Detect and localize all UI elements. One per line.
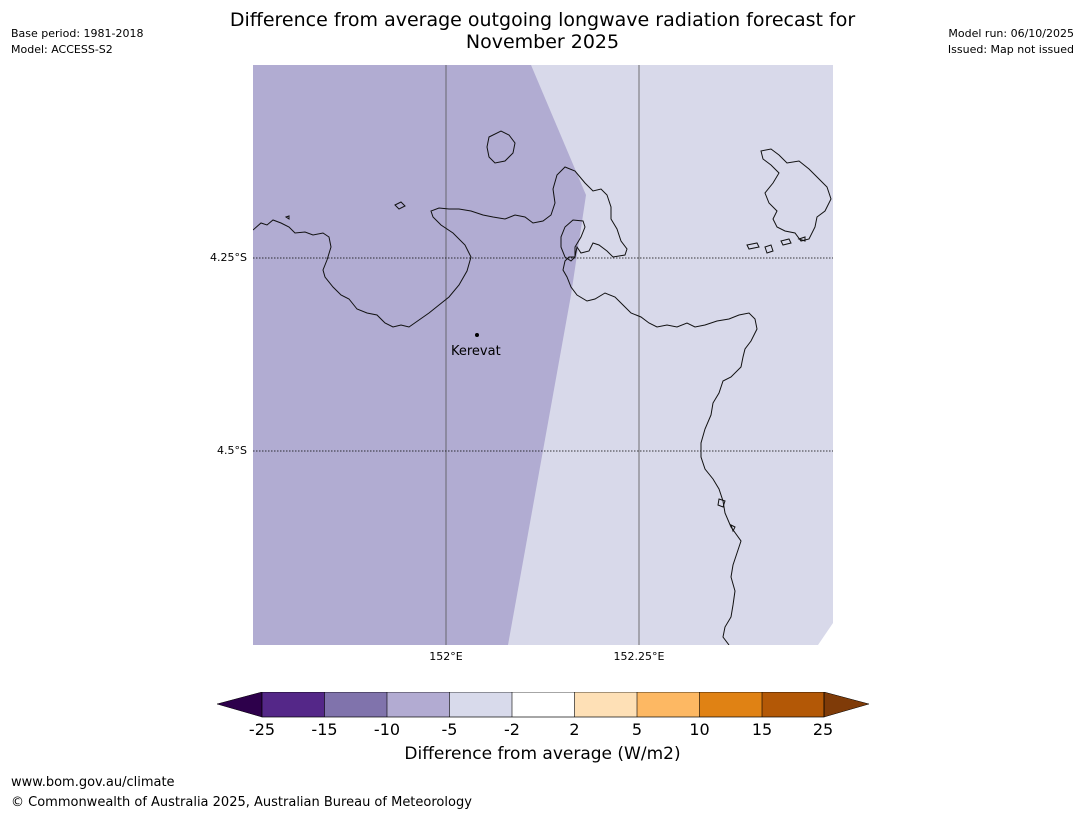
- colorbar-tick-8: 10: [689, 720, 710, 739]
- colorbar-tick-5: -2: [504, 720, 520, 739]
- colorbar-tick-4: -5: [441, 720, 458, 739]
- islet-east-3: [780, 238, 792, 246]
- colorbar-bin-7: [637, 692, 700, 717]
- colorbar: [217, 692, 869, 718]
- islet-east-2: [764, 244, 774, 254]
- meta-left: Base period: 1981-2018 Model: ACCESS-S2: [11, 26, 143, 58]
- lon-label-152-25: 152.25°E: [613, 650, 665, 663]
- islet-east-5: [717, 498, 726, 508]
- map-title-line2: November 2025: [465, 31, 620, 53]
- footer-copyright: © Commonwealth of Australia 2025, Austra…: [11, 795, 472, 810]
- colorbar-tick-9: 15: [751, 720, 773, 739]
- lat-label-4-5: 4.5°S: [217, 444, 247, 457]
- colorbar-tick-6: 2: [569, 720, 580, 739]
- colorbar-bin-3: [387, 692, 450, 717]
- region-medium-lavender: [253, 65, 586, 645]
- forecast-map: Kerevat: [253, 65, 833, 645]
- coastline-main: [253, 166, 758, 645]
- colorbar-bin-6: [574, 692, 637, 717]
- kerevat-marker: [475, 333, 479, 337]
- islet-east-6: [730, 524, 736, 533]
- islet-east-4: [797, 236, 806, 242]
- coastline-rabaul-bay: [560, 219, 586, 262]
- colorbar-dividers: [324, 692, 763, 717]
- colorbar-frame: [261, 692, 825, 718]
- colorbar-bin-1: [262, 692, 325, 717]
- colorbar-bin-4: [449, 692, 512, 717]
- colorbar-tick-2: -15: [311, 720, 338, 739]
- colorbar-bin-5: [512, 692, 575, 717]
- colorbar-tick-7: 5: [631, 720, 643, 739]
- colorbar-title-text: Difference from average (W/m2): [404, 744, 681, 764]
- base-period: Base period: 1981-2018: [11, 27, 144, 40]
- footer-url[interactable]: www.bom.gov.au/climate: [11, 775, 175, 790]
- lon-label-152: 152°E: [429, 650, 463, 663]
- meta-right: Model run: 06/10/2025 Issued: Map not is…: [948, 26, 1074, 58]
- islet-west: [394, 201, 406, 210]
- colorbar-tick-10: 25: [812, 720, 834, 739]
- kerevat-label: Kerevat: [451, 344, 501, 359]
- model-run: Model run: 06/10/2025: [948, 27, 1074, 40]
- colorbar-bin-9: [762, 692, 824, 717]
- region-white-corner: [818, 623, 833, 645]
- islet-far-west: [284, 215, 290, 220]
- colorbar-extend-high: [823, 692, 869, 718]
- colorbar-tick-1: -25: [248, 720, 276, 739]
- islet-east-1: [746, 242, 760, 250]
- colorbar-bin-2: [324, 692, 387, 717]
- lat-label-4-25: 4.25°S: [210, 251, 247, 264]
- colorbar-title: Difference from average (W/m2): [0, 744, 1085, 764]
- issued-status: Issued: Map not issued: [947, 43, 1074, 56]
- map-svg: Kerevat: [253, 65, 833, 645]
- model-name: Model: ACCESS-S2: [11, 43, 113, 56]
- colorbar-extend-low: [217, 692, 263, 718]
- island-north: [486, 130, 516, 164]
- colorbar-tick-3: -10: [373, 720, 401, 739]
- map-title-line1: Difference from average outgoing longwav…: [229, 9, 856, 31]
- colorbar-bin-8: [699, 692, 762, 717]
